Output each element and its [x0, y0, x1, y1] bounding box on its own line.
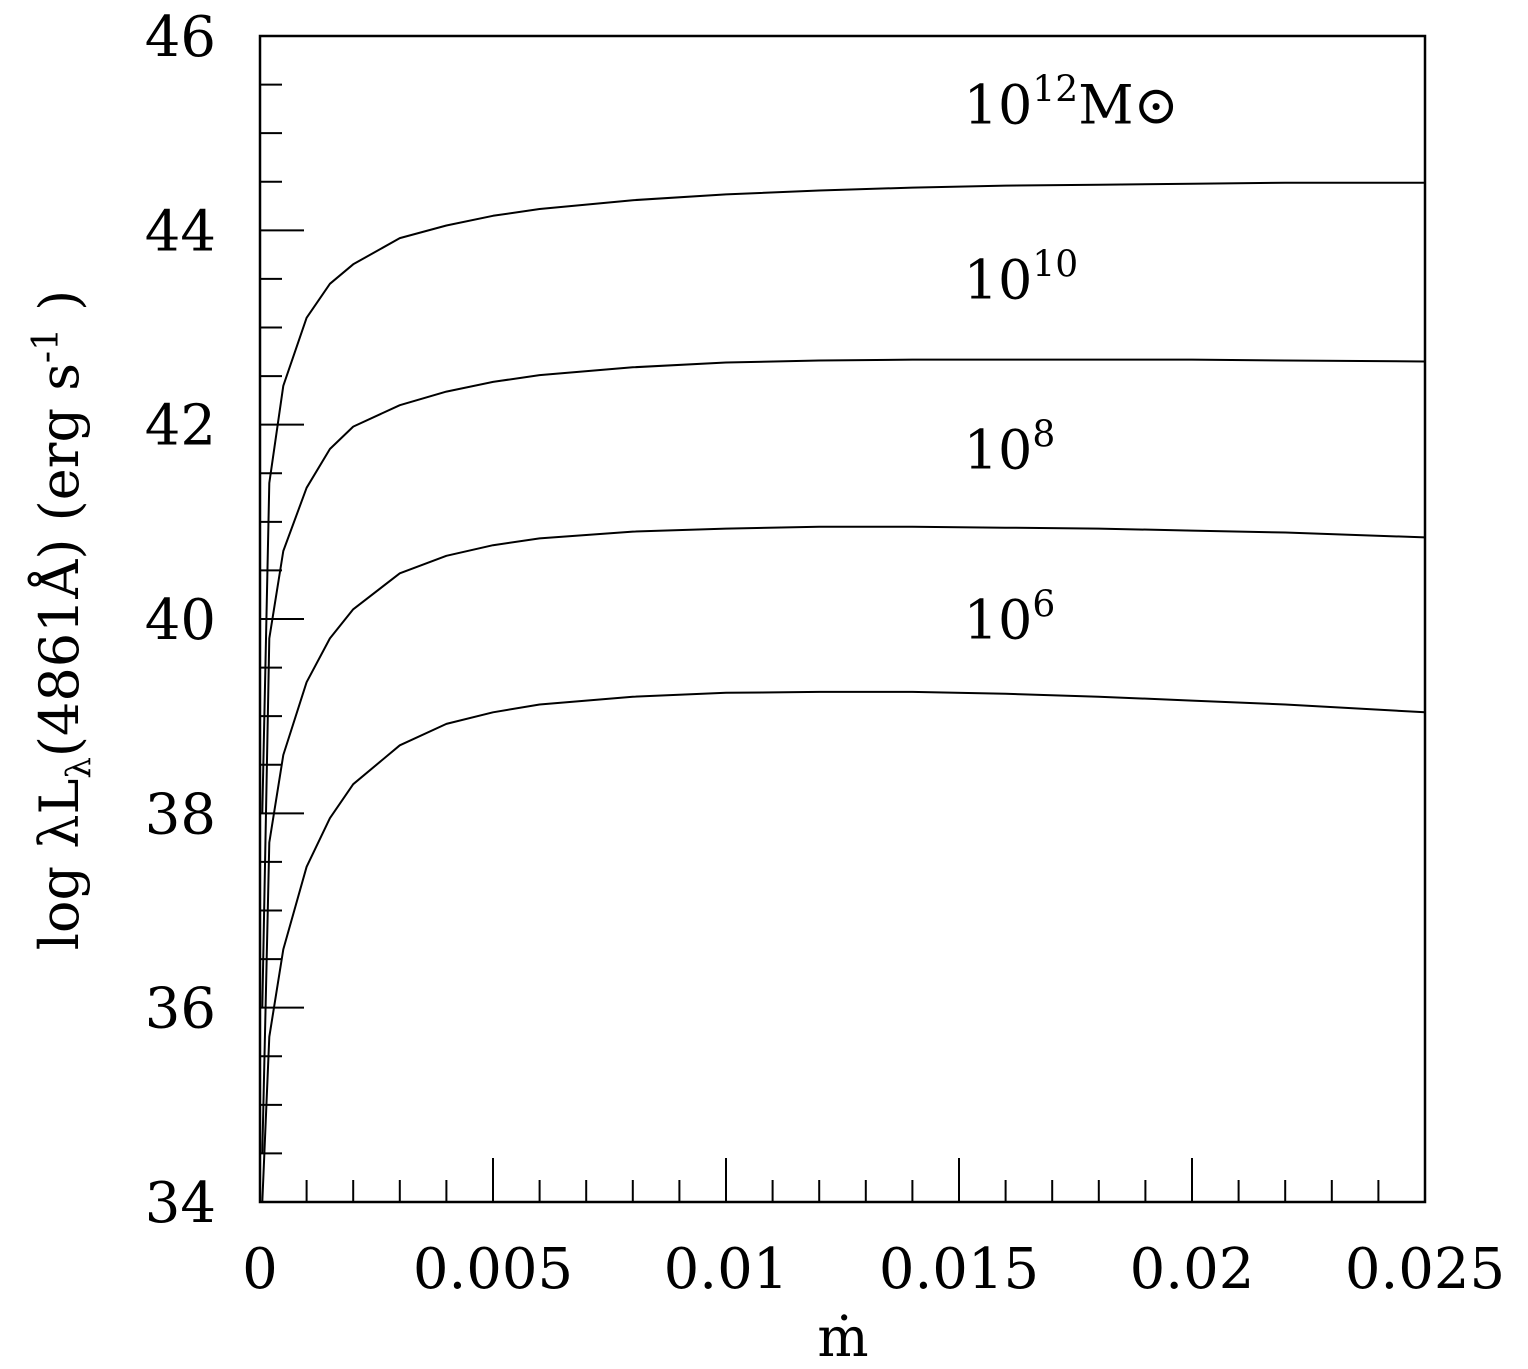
y-tick-label: 44 [145, 199, 216, 264]
y-tick-label: 42 [145, 394, 216, 459]
series-line [261, 690, 1426, 1203]
series-label: 106 [964, 584, 1056, 651]
curve-labels-group: 1012M⊙ 1010 108 106 [964, 69, 1179, 651]
y-tick-label: 36 [145, 977, 216, 1042]
x-tick-label: 0.02 [1130, 1237, 1255, 1302]
y-tick-label: 34 [145, 1171, 216, 1236]
y-axis-title: log λLλ(4861Å) (erg s-1 ) [26, 290, 99, 951]
y-axis-title-sup: -1 [26, 328, 67, 363]
x-tick-label: 0.005 [413, 1237, 573, 1302]
x-tick-label: 0.025 [1345, 1237, 1505, 1302]
series-label: 1010 [964, 244, 1079, 311]
x-tick-label: 0.015 [879, 1237, 1039, 1302]
y-axis-title-sub: λ [59, 757, 99, 779]
y-tick-label: 38 [145, 782, 216, 847]
series-line [261, 181, 1425, 814]
y-tick-label: 40 [145, 588, 216, 653]
series-line [261, 358, 1426, 1008]
series-label: 108 [964, 414, 1056, 481]
y-tick-label: 46 [145, 5, 216, 70]
y-axis-title-middle: (4861Å) (erg s [26, 363, 91, 757]
x-tick-label: 0 [242, 1237, 278, 1302]
series-line [261, 525, 1426, 1154]
plot-frame-group [258, 34, 1427, 1204]
x-axis-title: ṁ [817, 1306, 868, 1369]
y-axis-title-suffix: ) [28, 290, 91, 328]
x-tick-label: 0.01 [664, 1237, 789, 1302]
y-axis-title-prefix: log λL [28, 779, 91, 951]
curves-group [261, 181, 1426, 1203]
plot-frame [258, 34, 1427, 1204]
series-label: 1012M⊙ [964, 69, 1179, 136]
ticks-group: 0 0.005 0.01 0.015 0.02 0.025 34 36 38 40 42 44 46 [145, 5, 1505, 1302]
